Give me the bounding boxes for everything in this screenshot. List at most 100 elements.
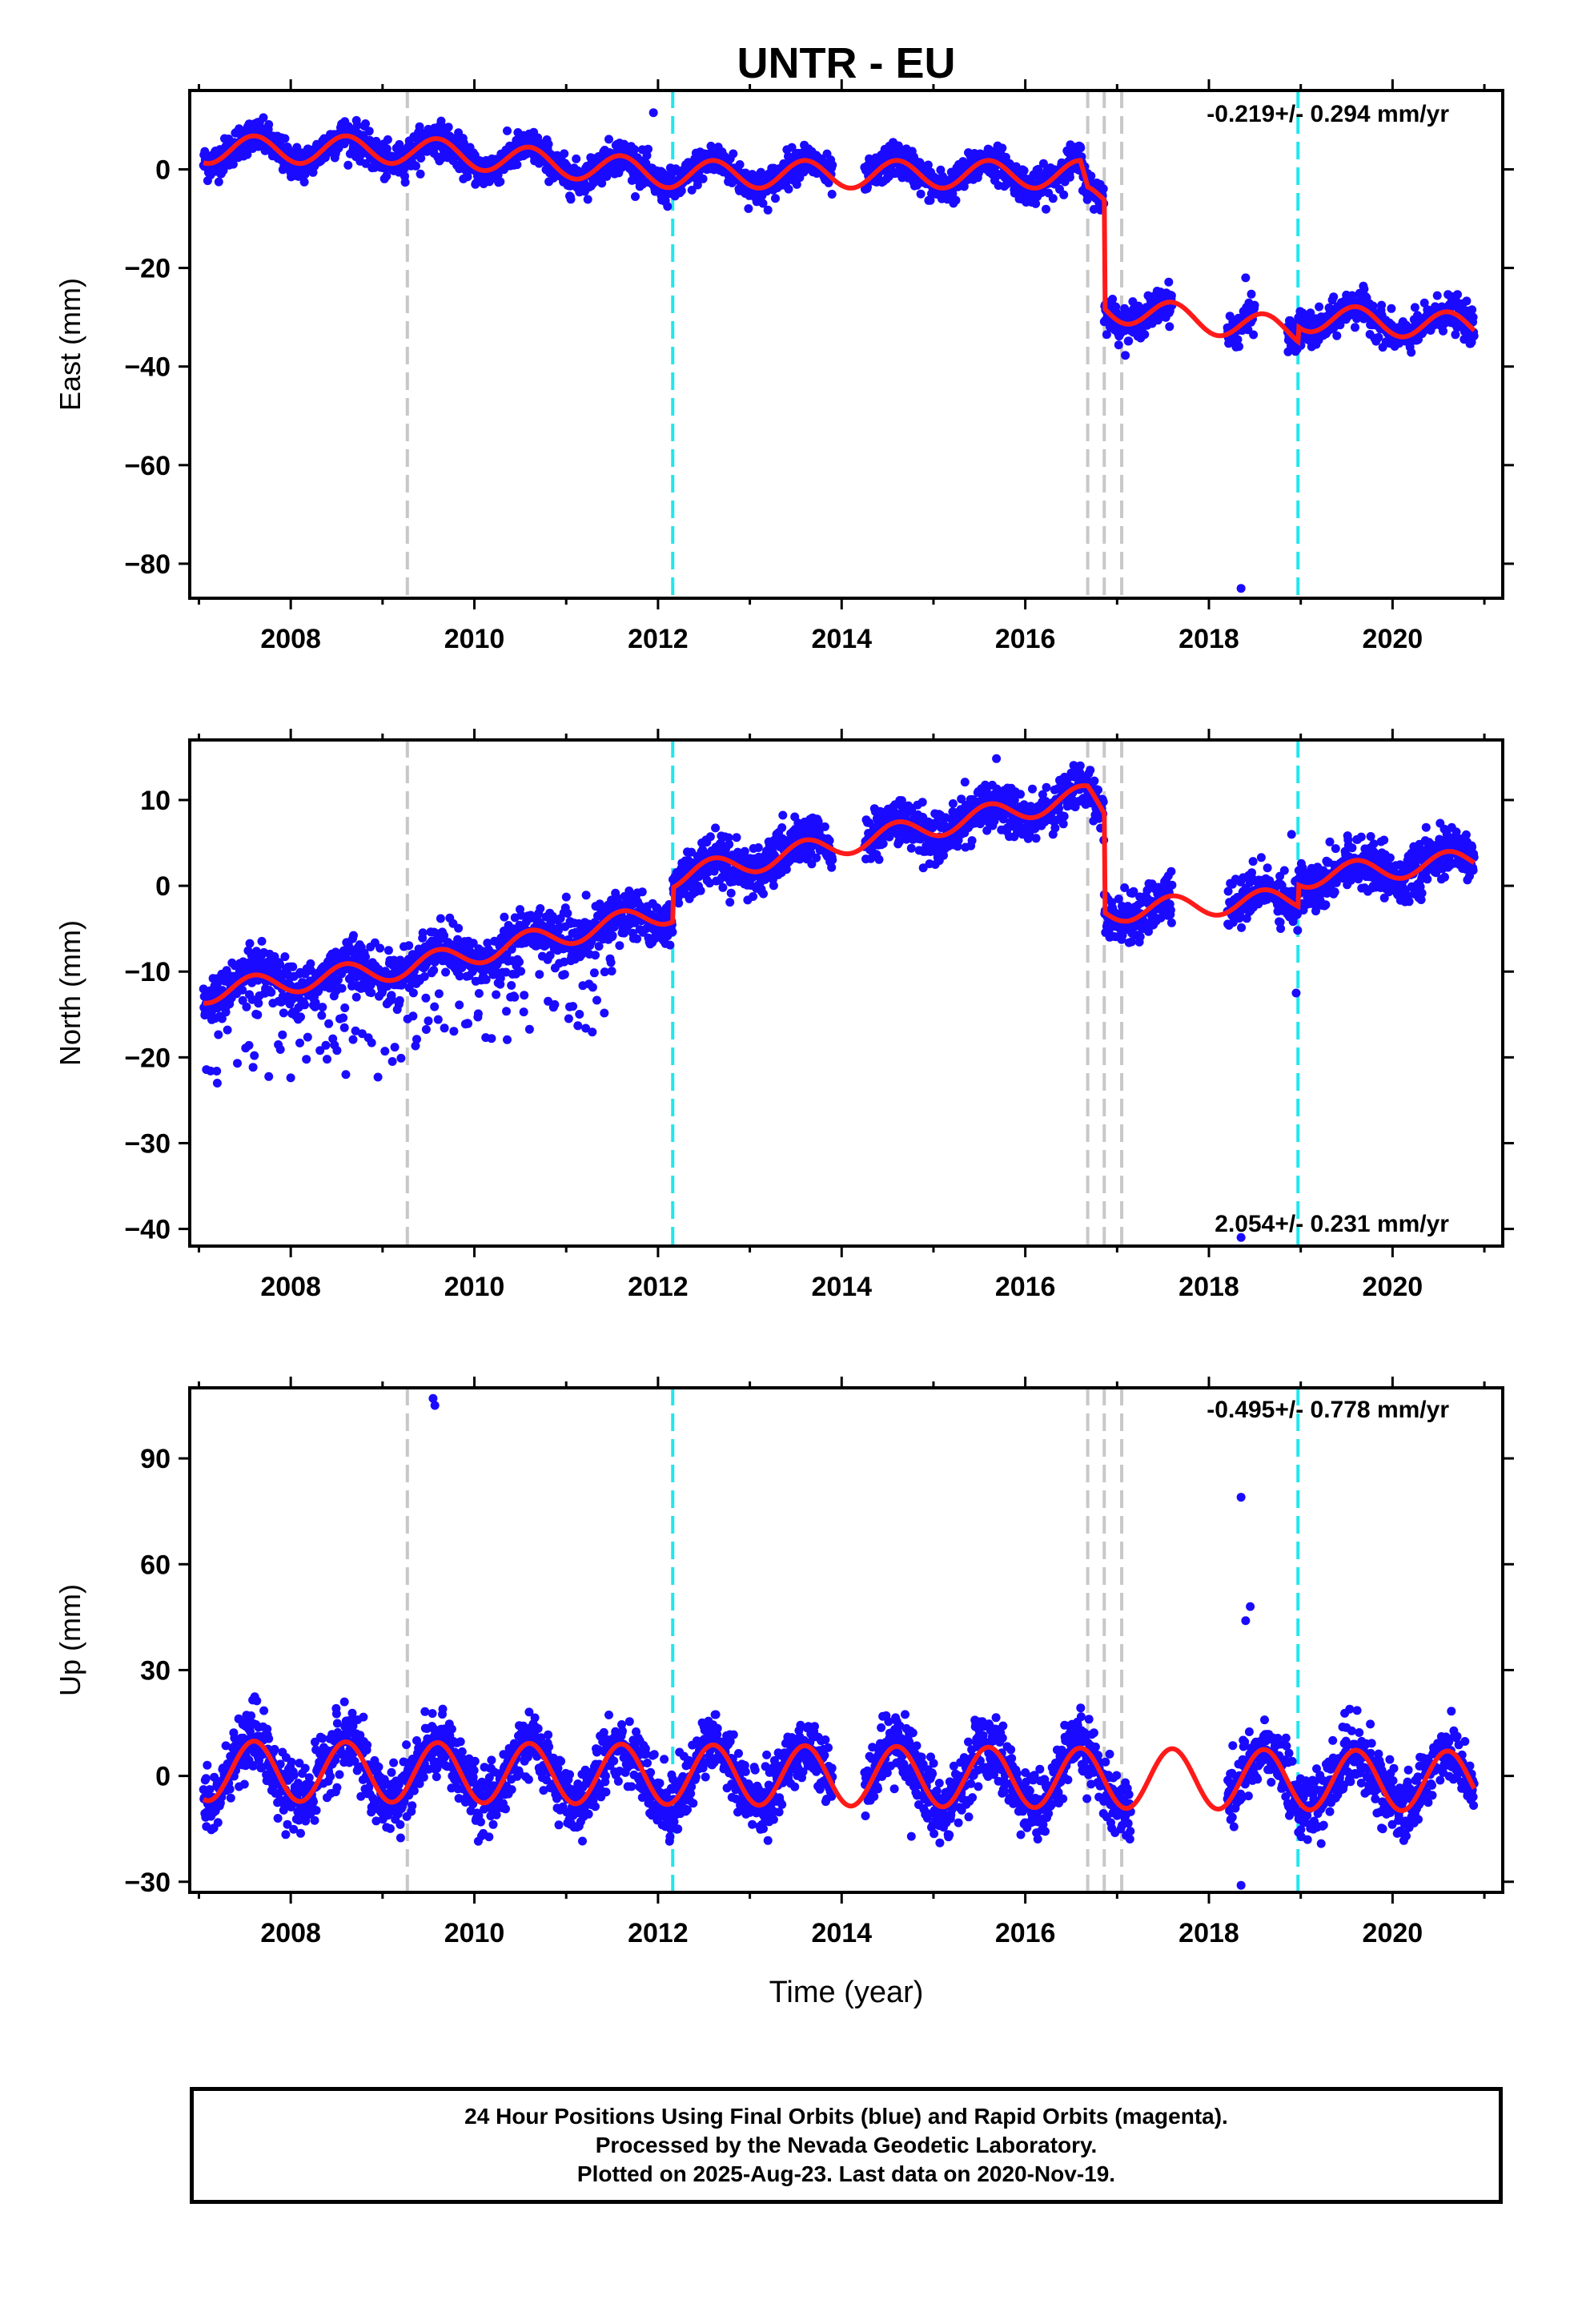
data-point — [560, 149, 569, 159]
data-point — [1451, 330, 1460, 340]
panel-north: 2008 2010 2012 2014 2016 2018 2020100−10−20−30… — [54, 729, 1514, 1302]
data-point — [597, 179, 607, 188]
data-point — [349, 931, 358, 940]
data-point — [960, 778, 970, 787]
data-point — [608, 931, 617, 940]
data-point — [524, 1024, 534, 1034]
data-point — [352, 121, 362, 130]
data-point — [367, 1038, 376, 1047]
data-point — [1462, 296, 1472, 306]
data-point — [250, 1051, 259, 1060]
data-point — [278, 1030, 287, 1039]
data-point — [753, 843, 763, 852]
data-point — [1368, 301, 1378, 311]
data-point — [400, 178, 410, 187]
data-point — [348, 1035, 358, 1044]
data-point — [515, 920, 524, 930]
data-point — [632, 934, 642, 943]
data-point — [1469, 332, 1479, 340]
data-point — [500, 912, 509, 922]
data-point — [444, 123, 453, 132]
data-point — [591, 951, 600, 960]
data-point — [200, 147, 210, 156]
data-point — [455, 1000, 464, 1010]
data-point — [600, 1008, 609, 1018]
data-point — [217, 1014, 227, 1023]
data-point — [615, 941, 624, 951]
data-point — [280, 134, 290, 143]
data-point — [259, 113, 268, 123]
data-point — [453, 935, 463, 944]
outlier-point — [1241, 273, 1251, 283]
data-point — [827, 862, 837, 872]
data-point — [568, 1002, 578, 1011]
data-point — [214, 177, 223, 187]
data-point — [390, 1043, 400, 1052]
data-point — [245, 939, 255, 948]
data-point — [777, 823, 787, 832]
data-point — [324, 1019, 334, 1028]
data-point — [483, 939, 492, 947]
data-point — [420, 972, 429, 981]
data-point — [199, 984, 208, 994]
data-point — [588, 1027, 597, 1037]
offset-lines — [405, 740, 1300, 1246]
data-point — [279, 1008, 288, 1018]
data-point — [1124, 336, 1134, 346]
data-point — [668, 927, 677, 937]
model-curve — [203, 133, 1476, 347]
data-point — [828, 160, 837, 170]
data-point — [429, 966, 439, 975]
data-point — [1038, 159, 1048, 168]
data-point — [507, 944, 516, 954]
data-point — [343, 160, 353, 170]
data-point — [674, 899, 684, 908]
data-point — [408, 1011, 418, 1021]
data-point — [792, 179, 801, 189]
data-point — [212, 1067, 222, 1076]
data-point — [592, 995, 601, 1005]
x-tick-label: 2012 — [628, 624, 689, 654]
data-point — [323, 1055, 331, 1064]
data-point — [434, 989, 444, 999]
chart-title: UNTR - EU — [737, 39, 956, 87]
data-point — [1315, 302, 1324, 312]
data-point — [520, 991, 529, 1000]
data-point — [361, 952, 370, 962]
data-point — [824, 178, 833, 187]
data-point — [340, 1003, 350, 1012]
data-point — [575, 1010, 584, 1019]
data-point — [367, 988, 376, 998]
data-point — [515, 957, 524, 967]
data-point — [264, 1072, 274, 1081]
data-point — [364, 127, 374, 136]
data-point — [716, 838, 725, 848]
data-point — [1374, 332, 1383, 342]
data-point — [589, 968, 599, 978]
data-point — [468, 939, 478, 948]
data-point — [1065, 172, 1074, 182]
data-point — [416, 169, 425, 179]
data-point — [361, 119, 370, 128]
data-point — [906, 843, 916, 853]
data-point — [275, 960, 285, 969]
data-point — [321, 1040, 331, 1050]
data-point — [573, 1021, 583, 1031]
data-point — [492, 990, 501, 999]
data-point — [706, 141, 716, 151]
data-point — [286, 1073, 295, 1083]
data-point — [1016, 790, 1025, 799]
data-point — [705, 832, 715, 842]
data-point — [1058, 819, 1068, 829]
data-point — [581, 891, 591, 900]
data-point — [560, 970, 569, 979]
y-tick-label: −80 — [124, 549, 171, 580]
data-point — [254, 999, 263, 1008]
data-point — [302, 1055, 311, 1064]
data-point — [827, 190, 837, 199]
data-point — [631, 192, 640, 201]
data-point — [1075, 761, 1085, 770]
data-point — [430, 1002, 440, 1011]
data-point — [503, 126, 512, 135]
data-point — [544, 139, 553, 149]
